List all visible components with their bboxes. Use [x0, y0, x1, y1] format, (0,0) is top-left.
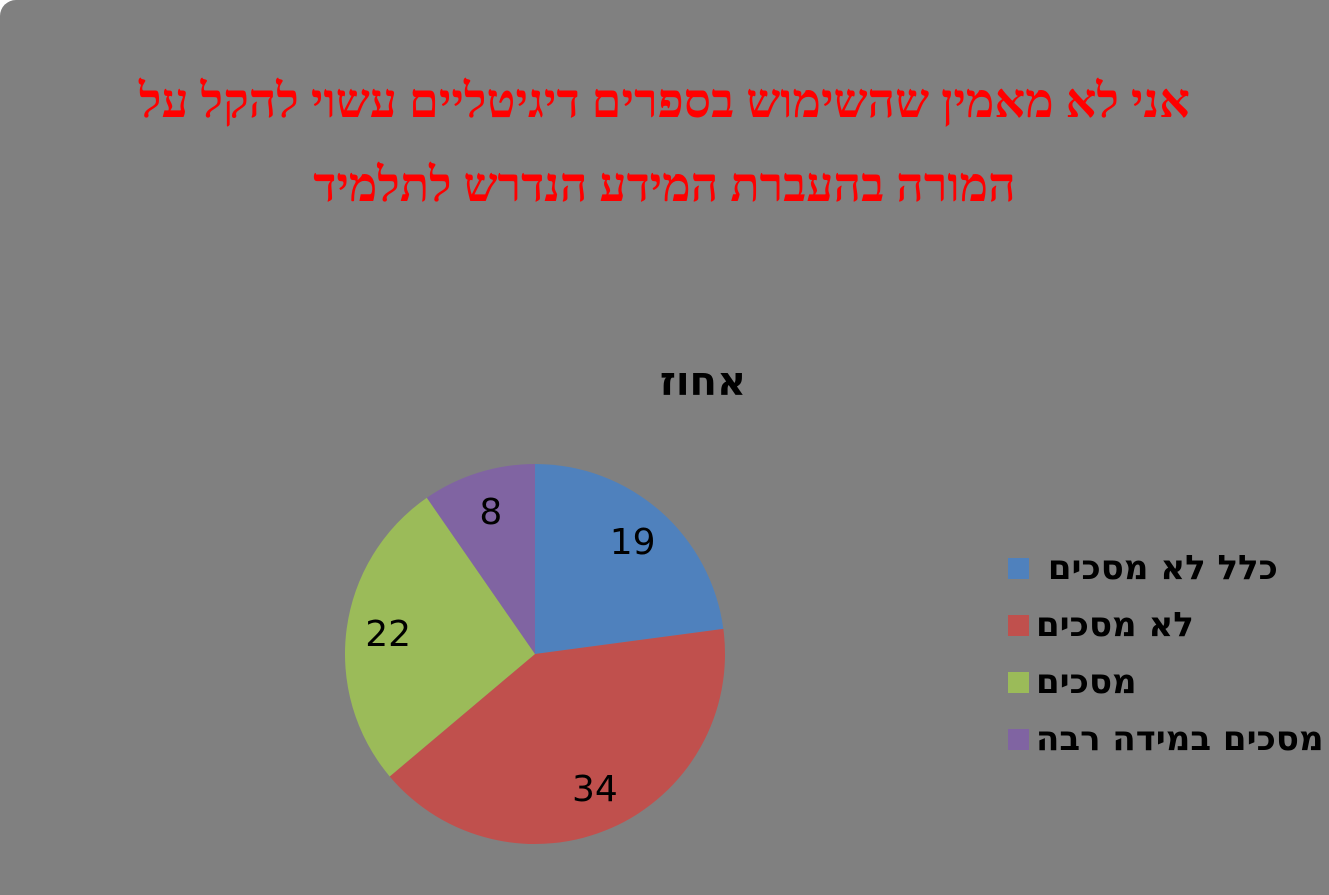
pie-data-label: 34	[572, 769, 618, 810]
legend-swatch	[1008, 615, 1029, 636]
legend-item: מסכים במידה רבה	[1008, 711, 1324, 768]
legend-item: כלל לא מסכים	[1008, 540, 1324, 597]
legend-item: לא מסכים	[1008, 597, 1324, 654]
pie-data-label: 22	[365, 614, 411, 655]
question-title: אני לא מאמין שהשימוש בספרים דיגיטליים עש…	[0, 60, 1329, 228]
pie-data-label: 8	[479, 492, 502, 533]
legend: כלל לא מסכים לא מסכים מסכים מסכים במידה …	[1008, 540, 1324, 768]
pie-data-label: 19	[610, 522, 656, 563]
legend-swatch	[1008, 672, 1029, 693]
pie-slice-2	[344, 497, 535, 777]
question-title-line-2: המורה בהעברת המידע הנדרש לתלמיד	[313, 159, 1016, 212]
legend-label: לא מסכים	[1036, 605, 1194, 645]
pie-slice-3	[426, 464, 535, 654]
legend-item: מסכים	[1008, 654, 1324, 711]
legend-swatch	[1008, 558, 1029, 579]
legend-label: מסכים	[1036, 662, 1137, 702]
pie-slice-1	[389, 628, 726, 845]
legend-label: מסכים במידה רבה	[1036, 719, 1324, 759]
pie-slice-0	[535, 464, 724, 654]
legend-label: כלל לא מסכים	[1036, 548, 1278, 588]
question-title-line-1: אני לא מאמין שהשימוש בספרים דיגיטליים עש…	[139, 75, 1190, 128]
chart-title: אחוז	[659, 359, 747, 405]
legend-swatch	[1008, 729, 1029, 750]
